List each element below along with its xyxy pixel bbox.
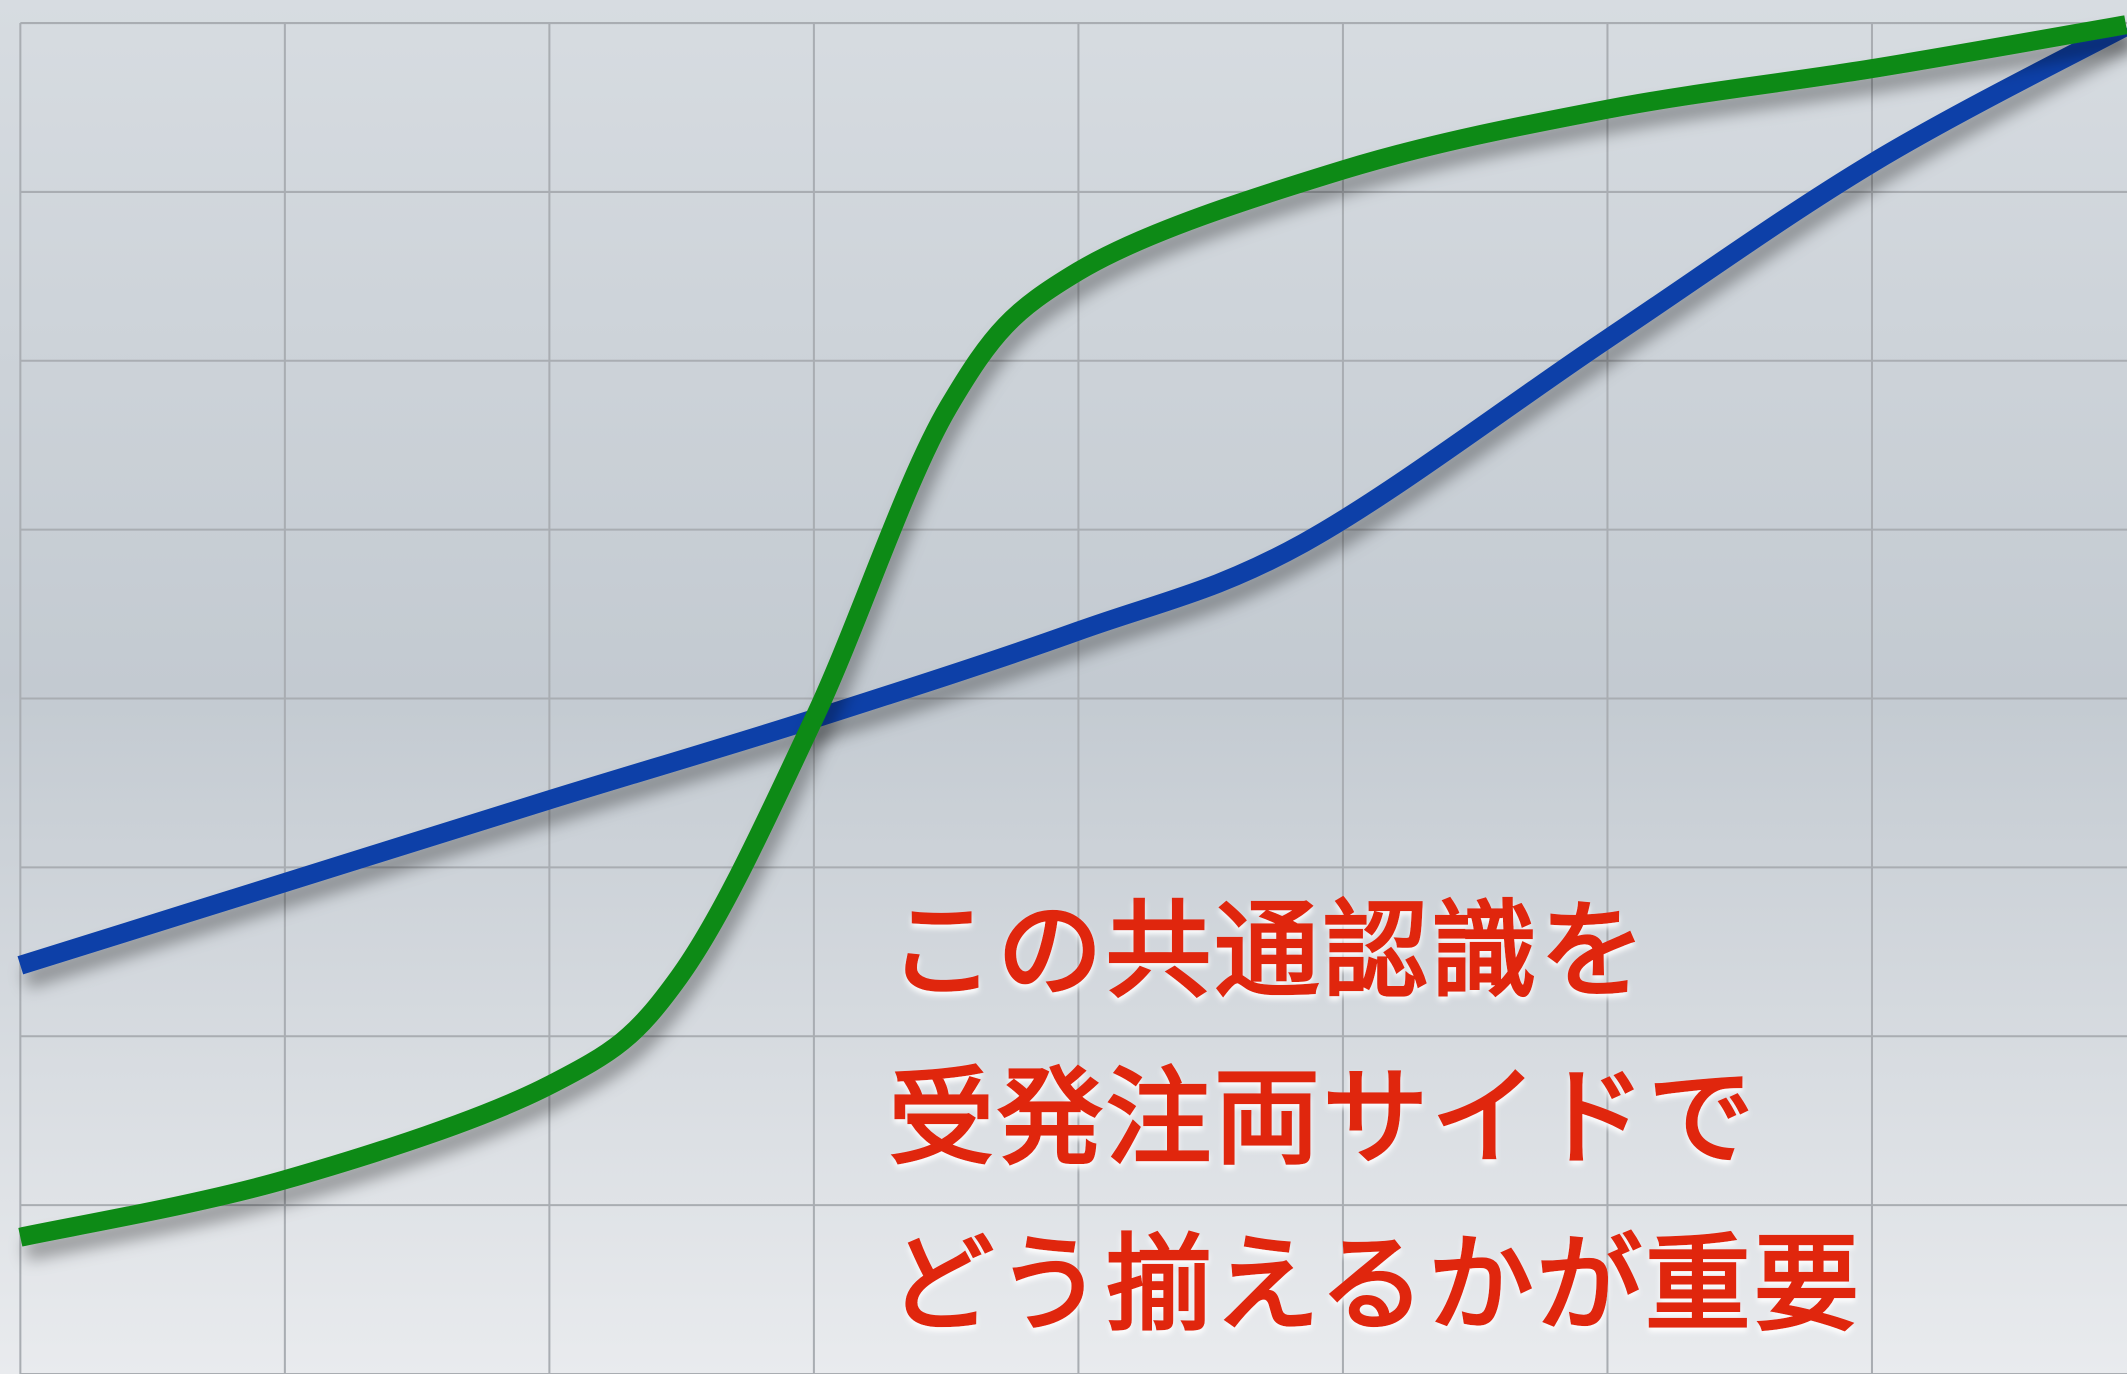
line-series [17,18,2127,975]
annotation-text: 受発注両サイドで [889,1056,1757,1179]
annotation-text: この共通認識を [889,889,1649,1012]
annotation-text: どう揃えるかが重要 [889,1223,1862,1346]
line-series [18,15,2127,1247]
plot [17,15,2127,1374]
grid [19,22,2127,1374]
